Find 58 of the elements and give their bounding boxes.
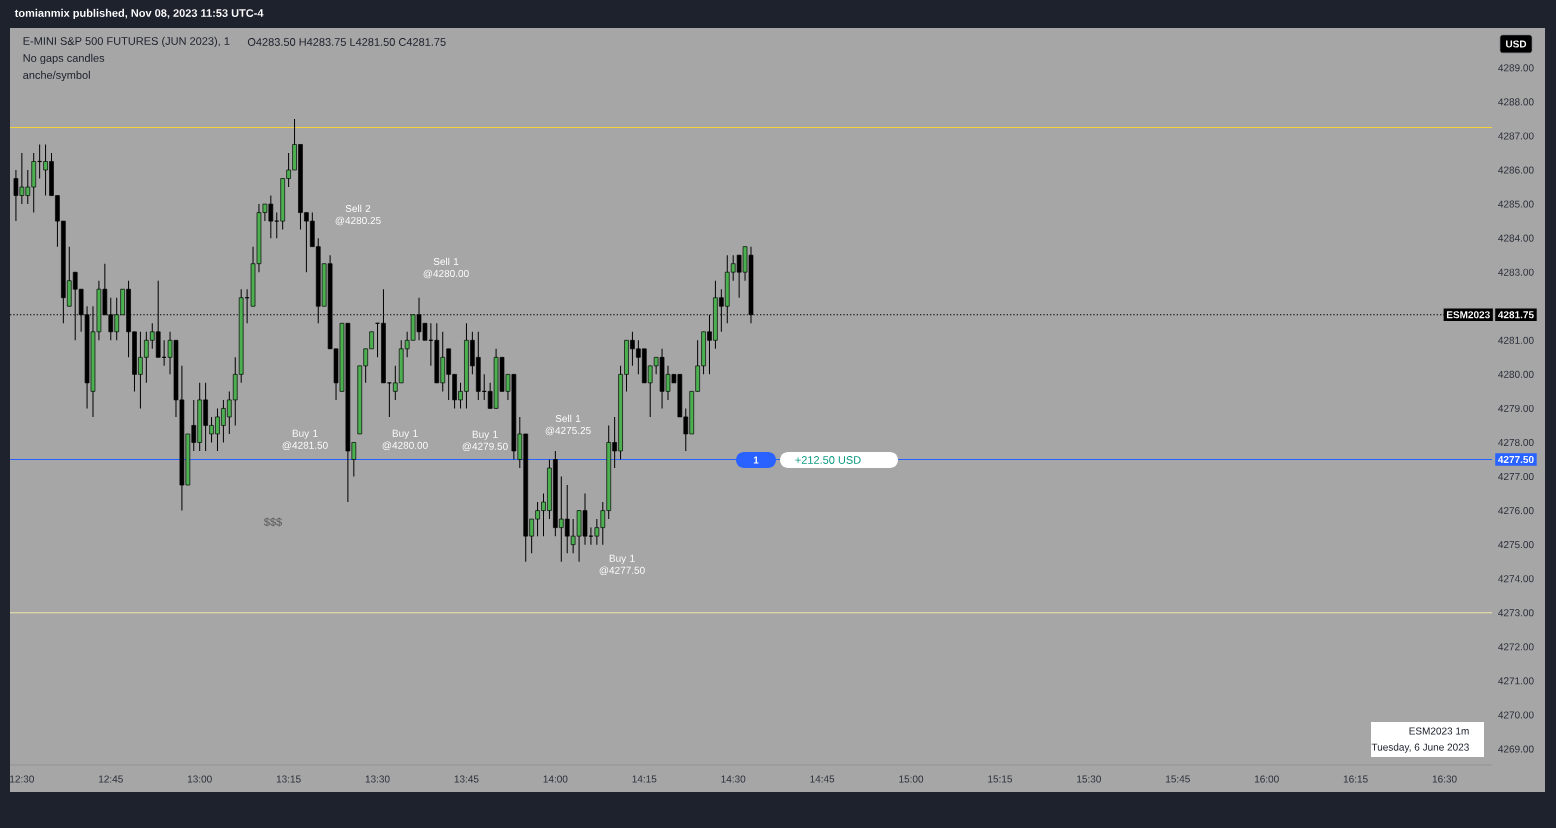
y-tick-label: 4269.00 (1498, 745, 1534, 753)
x-tick-label: 15:00 (899, 775, 924, 783)
y-tick-label: 4281.00 (1498, 336, 1534, 344)
annotation: ESM2023 (1446, 311, 1490, 319)
x-tick-label: 13:00 (187, 775, 212, 783)
annotation: Buy 1 @4280.00 (382, 429, 428, 451)
x-tick-label: 13:15 (276, 775, 301, 783)
y-tick-label: 4272.00 (1498, 643, 1534, 651)
annotation: No gaps candles (23, 53, 105, 65)
text: USD (1506, 40, 1527, 48)
x-tick-label: 14:15 (632, 775, 657, 783)
x-tick-label: 14:00 (543, 775, 568, 783)
x-tick-label: 16:15 (1343, 775, 1368, 783)
ref-line-label: 4281.75 (1498, 311, 1534, 319)
ref-line-label: 4277.50 (1498, 455, 1534, 464)
x-tick-label: 15:30 (1077, 775, 1101, 783)
y-tick-label: 4271.00 (1498, 677, 1534, 685)
y-tick-label: 4284.00 (1498, 234, 1534, 242)
x-tick-label: 15:45 (1166, 775, 1190, 783)
text: E-MINI S&P 500 FUTURES (JUN 2023), 1 (23, 36, 230, 48)
y-tick-label: 4276.00 (1498, 507, 1534, 515)
y-tick-label: 4286.00 (1498, 166, 1534, 174)
y-tick-label: 4279.00 (1498, 404, 1534, 412)
y-tick-label: 4278.00 (1498, 438, 1534, 447)
x-tick-label: 13:45 (454, 775, 479, 783)
x-tick-label: 14:45 (810, 775, 835, 783)
y-tick-label: 4280.00 (1498, 370, 1534, 378)
annotation: Buy 1 @4281.50 (282, 429, 328, 451)
x-tick-label: 16:00 (1254, 775, 1279, 783)
annotation: anche/symbol (23, 70, 90, 82)
text: O4283.50 H4283.75 L4281.50 C4281.75 (247, 38, 446, 46)
y-tick-label: 4289.00 (1498, 64, 1534, 72)
annotation: Sell 2 @4280.25 (335, 204, 381, 226)
y-tick-label: 4274.00 (1498, 575, 1534, 583)
annotation: Sell 1 @4280.00 (423, 257, 469, 279)
annotation: Tuesday, 6 June 2023 (1371, 743, 1469, 753)
x-tick-label: 13:30 (365, 775, 390, 783)
annotation: Sell 1 @4275.25 (545, 414, 591, 436)
x-tick-label: 15:15 (988, 775, 1013, 783)
annotation: Buy 1 @4279.50 (462, 430, 508, 452)
y-tick-label: 4287.00 (1498, 132, 1534, 140)
y-tick-label: 4283.00 (1498, 268, 1534, 276)
annotation: Buy 1 @4277.50 (599, 554, 645, 576)
y-tick-label: 4275.00 (1498, 541, 1534, 549)
y-tick-label: 4273.00 (1498, 609, 1534, 617)
y-tick-label: 4285.00 (1498, 200, 1534, 208)
annotation: +212.50 USD (795, 456, 861, 464)
x-tick-label: 12:30 (10, 775, 34, 783)
y-tick-label: 4288.00 (1498, 98, 1534, 106)
y-tick-label: 4270.00 (1498, 711, 1534, 719)
annotation: ESM2023 1m (1409, 727, 1469, 735)
y-tick-label: 4277.00 (1498, 472, 1534, 481)
x-tick-label: 14:30 (721, 775, 746, 783)
text: tomianmix published, Nov 08, 2023 11:53 UTC-4 (14, 8, 264, 20)
x-tick-label: 16:30 (1432, 775, 1457, 783)
annotation: $$$ (263, 517, 282, 527)
x-tick-label: 12:45 (99, 775, 123, 783)
annotation: 1 (753, 456, 759, 464)
